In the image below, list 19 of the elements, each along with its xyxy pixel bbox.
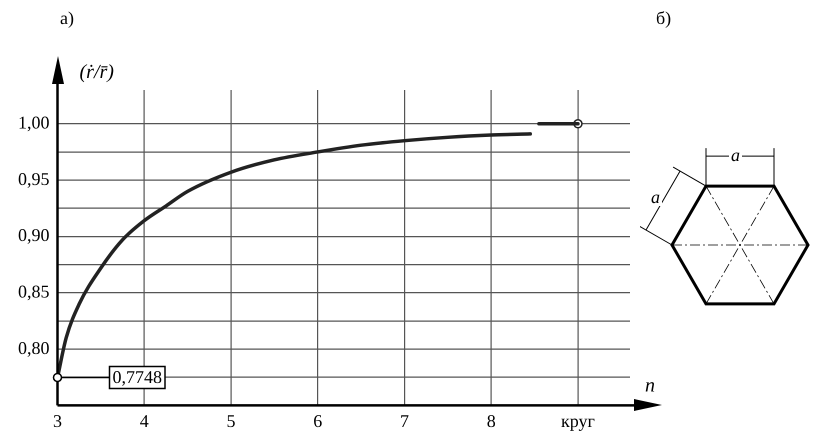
y-axis-title: (ṙ/r̄) <box>80 61 114 83</box>
y-tick-label: 0,95 <box>18 168 50 189</box>
x-tick-label: 3 <box>53 410 62 431</box>
text: a <box>729 145 742 165</box>
x-axis-title: n <box>645 374 655 396</box>
x-tick-label: 4 <box>140 410 149 431</box>
x-tick-label: 6 <box>313 410 322 431</box>
text: б) <box>656 8 672 29</box>
x-tick-label: 5 <box>226 410 236 431</box>
y-tick-label: 0,90 <box>18 225 50 246</box>
annotation: 0,7748 <box>112 367 162 388</box>
y-tick-label: 0,80 <box>18 338 50 358</box>
y-tick-label: 0,85 <box>18 281 50 302</box>
text: а) <box>60 8 74 29</box>
x-tick-label: 8 <box>486 410 496 431</box>
y-tick-label: 1,00 <box>18 112 50 133</box>
text: a <box>649 187 662 207</box>
x-tick-label: 7 <box>400 410 409 431</box>
x-tick-label: круг <box>561 410 595 431</box>
